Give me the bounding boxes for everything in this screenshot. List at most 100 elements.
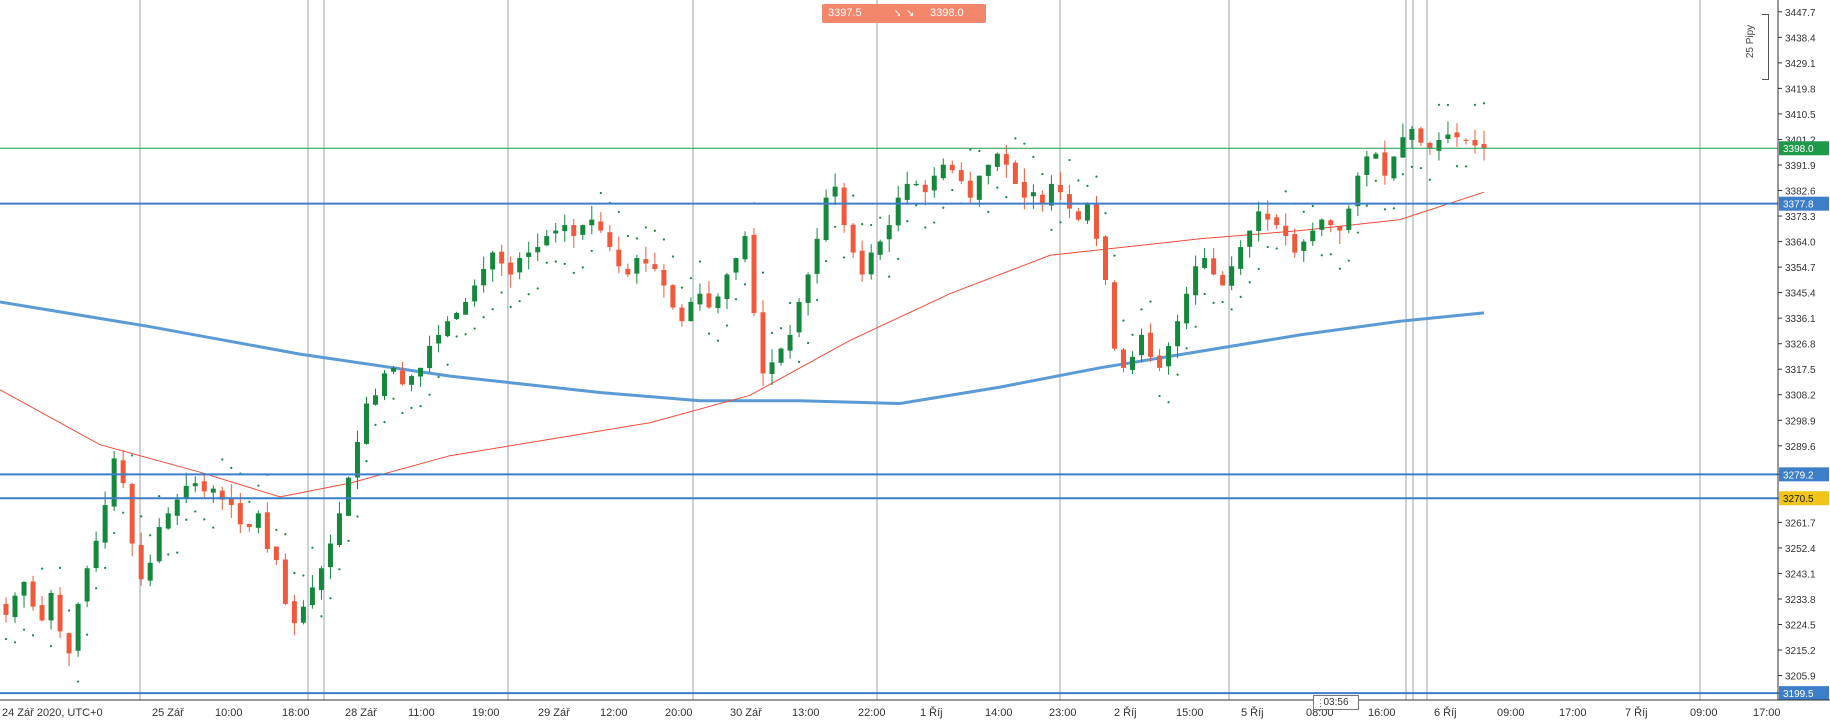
sar-dot <box>1383 208 1386 211</box>
candle-body <box>688 301 694 322</box>
candle-body <box>1301 241 1307 251</box>
sar-dot <box>1230 308 1233 311</box>
price-tick-label: 3429.1 <box>1785 59 1816 70</box>
candle-body <box>436 334 442 344</box>
candle-body <box>760 312 766 374</box>
price-tag <box>1779 141 1829 156</box>
price-tag <box>1779 491 1829 506</box>
moving-average-blue <box>0 300 1485 406</box>
sar-dot <box>1077 179 1080 182</box>
vertical-gridlines <box>139 0 1701 700</box>
price-tick-label: 3205.9 <box>1785 672 1816 683</box>
candle-body <box>93 540 99 568</box>
candle-body <box>805 274 811 303</box>
sar-dot <box>1041 172 1044 176</box>
moving-average-red <box>0 191 1485 498</box>
sar-dot <box>275 528 278 532</box>
sar-dot <box>707 332 711 335</box>
time-tick-label: 24 Zář 2020, UTC+0 <box>2 707 103 719</box>
candle-body <box>643 259 649 264</box>
price-tick-label: 3289.6 <box>1785 442 1816 453</box>
sar-dot <box>67 609 71 612</box>
sar-dot <box>1473 103 1477 106</box>
candle-body <box>1039 194 1045 204</box>
sar-dot <box>149 534 152 537</box>
candle-body <box>625 268 631 275</box>
sar-dot <box>734 298 738 301</box>
sar-dot <box>356 515 359 518</box>
price-tick-label: 3261.7 <box>1785 518 1816 529</box>
candlestick-series <box>3 121 1487 667</box>
sar-dot <box>590 249 593 252</box>
buy-button[interactable]: ↘ 3398.0 <box>900 4 986 23</box>
candle-body <box>391 367 397 372</box>
time-tick-label: 10:00 <box>215 707 243 719</box>
sar-dot <box>113 531 116 535</box>
sar-dot <box>1194 325 1197 328</box>
sar-dot <box>158 495 161 498</box>
sar-dot <box>1149 300 1152 303</box>
candle-body <box>1355 175 1361 207</box>
time-tick-label: 22:00 <box>858 707 886 719</box>
candle-body <box>138 544 144 580</box>
sar-dot <box>428 393 431 396</box>
candle-body <box>1409 129 1415 140</box>
price-tick-label: 3419.8 <box>1785 84 1816 95</box>
candle-body <box>589 219 595 226</box>
candle-body <box>733 258 739 273</box>
candle-body <box>850 224 856 253</box>
candle-body <box>823 197 829 241</box>
sar-dot <box>1365 204 1368 207</box>
candle-body <box>201 481 207 492</box>
candle-body <box>373 395 378 405</box>
sar-dot <box>870 223 873 227</box>
price-tick-label: 3373.3 <box>1785 212 1816 223</box>
candle-body <box>715 296 721 308</box>
candle-body <box>445 321 451 337</box>
time-tick-label: 25 Zář <box>152 707 184 719</box>
time-cursor-box[interactable]: ⋮ 03:56 <box>1313 695 1359 710</box>
candle-body <box>219 490 225 500</box>
candle-body <box>787 334 793 351</box>
sar-dot <box>626 234 629 238</box>
buy-arrow-icon: ↘ <box>906 8 915 19</box>
sar-dot <box>834 225 837 228</box>
candle-body <box>1247 230 1253 247</box>
candle-body <box>12 595 18 618</box>
sar-dot <box>49 644 53 648</box>
candle-body <box>129 483 135 544</box>
sell-button[interactable]: 3397.5 ↘ <box>822 4 908 23</box>
candle-body <box>472 285 478 302</box>
sar-dot <box>464 333 467 336</box>
sar-dot <box>1455 165 1459 168</box>
candle-body <box>931 175 937 191</box>
sar-dot <box>725 324 729 327</box>
sar-dot <box>1158 394 1161 398</box>
sar-dot <box>1428 178 1432 181</box>
candle-body <box>859 250 865 275</box>
candle-body <box>282 559 288 604</box>
sar-dot <box>1023 142 1026 145</box>
candle-body <box>661 269 667 286</box>
sar-dot <box>293 571 296 575</box>
time-tick-label: 09:00 <box>1690 707 1718 719</box>
candle-body <box>418 367 424 377</box>
sar-dot <box>879 216 882 219</box>
sar-dot <box>671 255 675 258</box>
candle-body <box>463 301 469 315</box>
price-tag-label: 3398.0 <box>1783 144 1814 155</box>
price-tick-label: 3308.2 <box>1785 391 1816 402</box>
candle-body <box>1048 183 1054 206</box>
sar-dot <box>4 637 8 641</box>
candle-body <box>922 184 928 193</box>
candle-body <box>598 221 604 231</box>
sar-dot <box>1248 281 1251 284</box>
sar-dot <box>58 566 62 570</box>
time-tick-label: 17:00 <box>1559 707 1587 719</box>
time-tick-label: 08:00 <box>1306 707 1334 719</box>
sar-dot <box>338 568 341 571</box>
time-tick-label: 14:00 <box>985 707 1013 719</box>
time-tick-label: 6 Říj <box>1434 706 1457 719</box>
price-tick-label: 3401.2 <box>1785 135 1816 146</box>
